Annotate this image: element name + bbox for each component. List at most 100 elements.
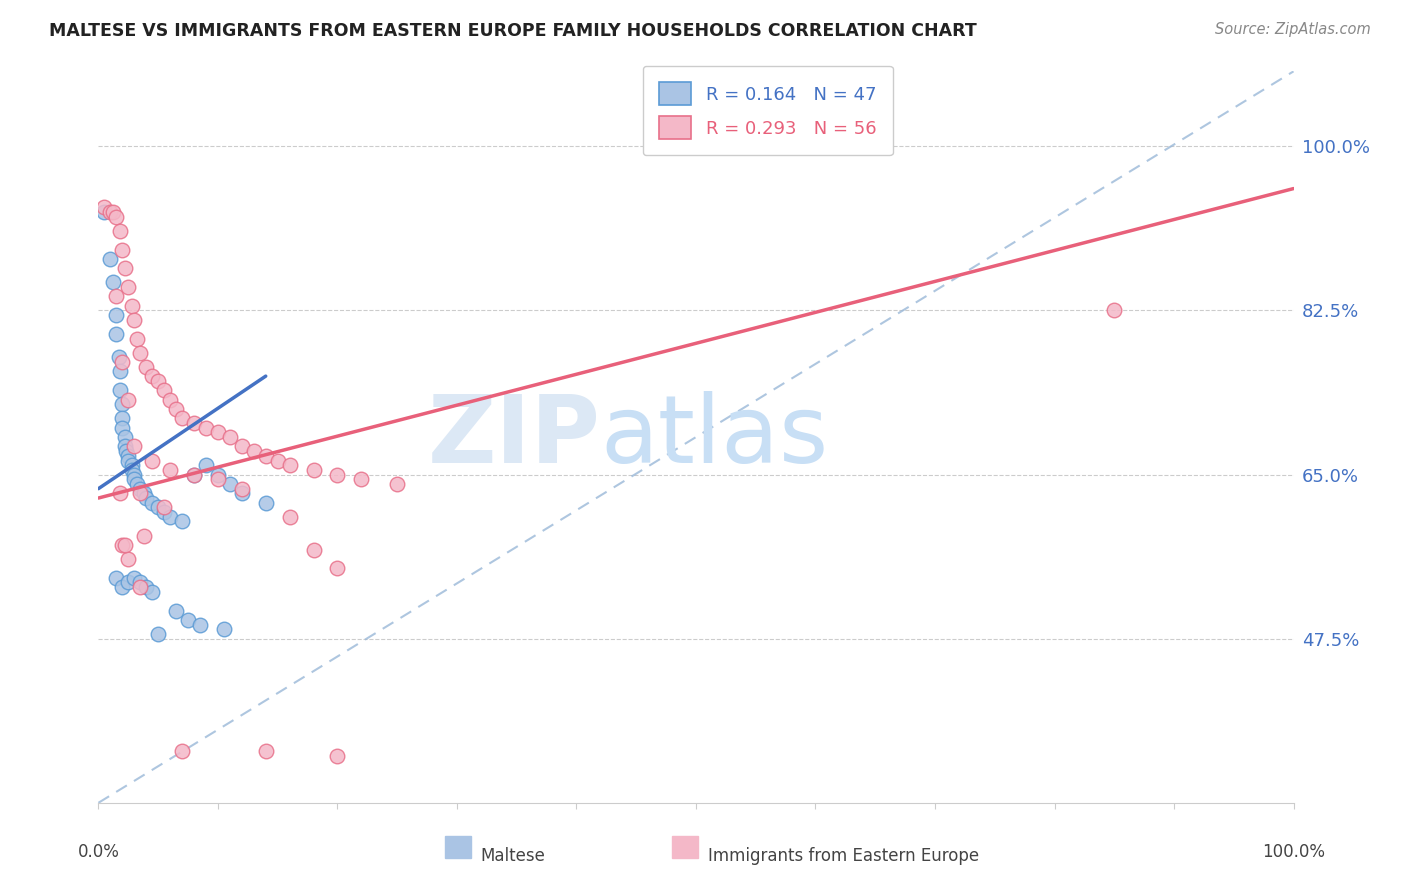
Point: [183, 416, 205, 430]
Point: [172, 411, 194, 425]
Point: [254, 744, 277, 758]
Point: [129, 345, 152, 359]
Point: [107, 351, 129, 365]
Point: [124, 472, 146, 486]
Point: [117, 575, 139, 590]
Point: [114, 538, 136, 552]
Point: [219, 430, 242, 444]
Point: [254, 496, 277, 510]
Point: [129, 486, 152, 500]
Point: [105, 308, 128, 322]
Point: [105, 571, 128, 585]
Text: 0.0%: 0.0%: [77, 843, 120, 861]
Point: [141, 496, 163, 510]
Point: [302, 463, 325, 477]
Text: ZIP: ZIP: [427, 391, 600, 483]
Point: [141, 584, 163, 599]
Point: [148, 500, 170, 515]
Point: [153, 505, 176, 519]
Point: [165, 401, 187, 416]
Point: [114, 261, 136, 276]
Point: [165, 603, 187, 617]
Point: [114, 430, 136, 444]
Point: [129, 580, 152, 594]
Point: [98, 252, 122, 266]
Point: [243, 444, 266, 458]
Point: [207, 425, 229, 440]
Point: [117, 392, 139, 407]
Text: Maltese: Maltese: [481, 847, 546, 864]
Point: [111, 355, 134, 369]
Point: [115, 444, 138, 458]
Point: [124, 467, 146, 482]
Point: [129, 482, 152, 496]
Point: [101, 276, 124, 290]
Point: [172, 515, 194, 529]
Point: [1104, 303, 1126, 318]
Point: [278, 509, 301, 524]
Point: [105, 326, 128, 341]
Point: [108, 486, 131, 500]
Point: [231, 482, 253, 496]
Point: [117, 449, 139, 463]
Point: [93, 200, 115, 214]
Point: [207, 467, 229, 482]
Point: [135, 359, 157, 374]
Text: Immigrants from Eastern Europe: Immigrants from Eastern Europe: [709, 847, 979, 864]
Point: [183, 467, 205, 482]
Point: [172, 744, 194, 758]
Point: [135, 491, 157, 505]
Point: [207, 472, 229, 486]
Text: MALTESE VS IMMIGRANTS FROM EASTERN EUROPE FAMILY HOUSEHOLDS CORRELATION CHART: MALTESE VS IMMIGRANTS FROM EASTERN EUROP…: [49, 22, 977, 40]
Point: [132, 528, 155, 542]
Point: [278, 458, 301, 473]
Point: [125, 477, 148, 491]
Point: [111, 411, 134, 425]
Point: [135, 580, 157, 594]
Point: [98, 205, 122, 219]
Point: [121, 463, 143, 477]
Point: [326, 467, 349, 482]
Point: [111, 397, 134, 411]
Point: [148, 627, 170, 641]
Text: Source: ZipAtlas.com: Source: ZipAtlas.com: [1215, 22, 1371, 37]
Point: [101, 205, 124, 219]
Point: [195, 420, 218, 434]
Point: [267, 453, 290, 467]
Point: [183, 467, 205, 482]
Point: [124, 313, 146, 327]
Point: [111, 420, 134, 434]
Bar: [672, 836, 699, 858]
Point: [93, 205, 115, 219]
Point: [111, 538, 134, 552]
Point: [108, 383, 131, 397]
Point: [219, 477, 242, 491]
Point: [153, 383, 176, 397]
Point: [326, 561, 349, 575]
Point: [125, 332, 148, 346]
Point: [159, 392, 181, 407]
Point: [148, 374, 170, 388]
Text: 100.0%: 100.0%: [1263, 843, 1324, 861]
Point: [121, 299, 143, 313]
Point: [117, 453, 139, 467]
Bar: [446, 836, 471, 858]
Point: [159, 463, 181, 477]
Point: [326, 748, 349, 763]
Point: [302, 542, 325, 557]
Point: [117, 552, 139, 566]
Point: [212, 623, 235, 637]
Point: [254, 449, 277, 463]
Legend: R = 0.164   N = 47, R = 0.293   N = 56: R = 0.164 N = 47, R = 0.293 N = 56: [643, 66, 893, 155]
Point: [108, 224, 131, 238]
Point: [231, 486, 253, 500]
Point: [385, 477, 409, 491]
Text: atlas: atlas: [600, 391, 828, 483]
Point: [177, 613, 200, 627]
Point: [188, 617, 211, 632]
Point: [114, 440, 136, 454]
Point: [350, 472, 373, 486]
Point: [105, 289, 128, 303]
Point: [124, 571, 146, 585]
Point: [124, 440, 146, 454]
